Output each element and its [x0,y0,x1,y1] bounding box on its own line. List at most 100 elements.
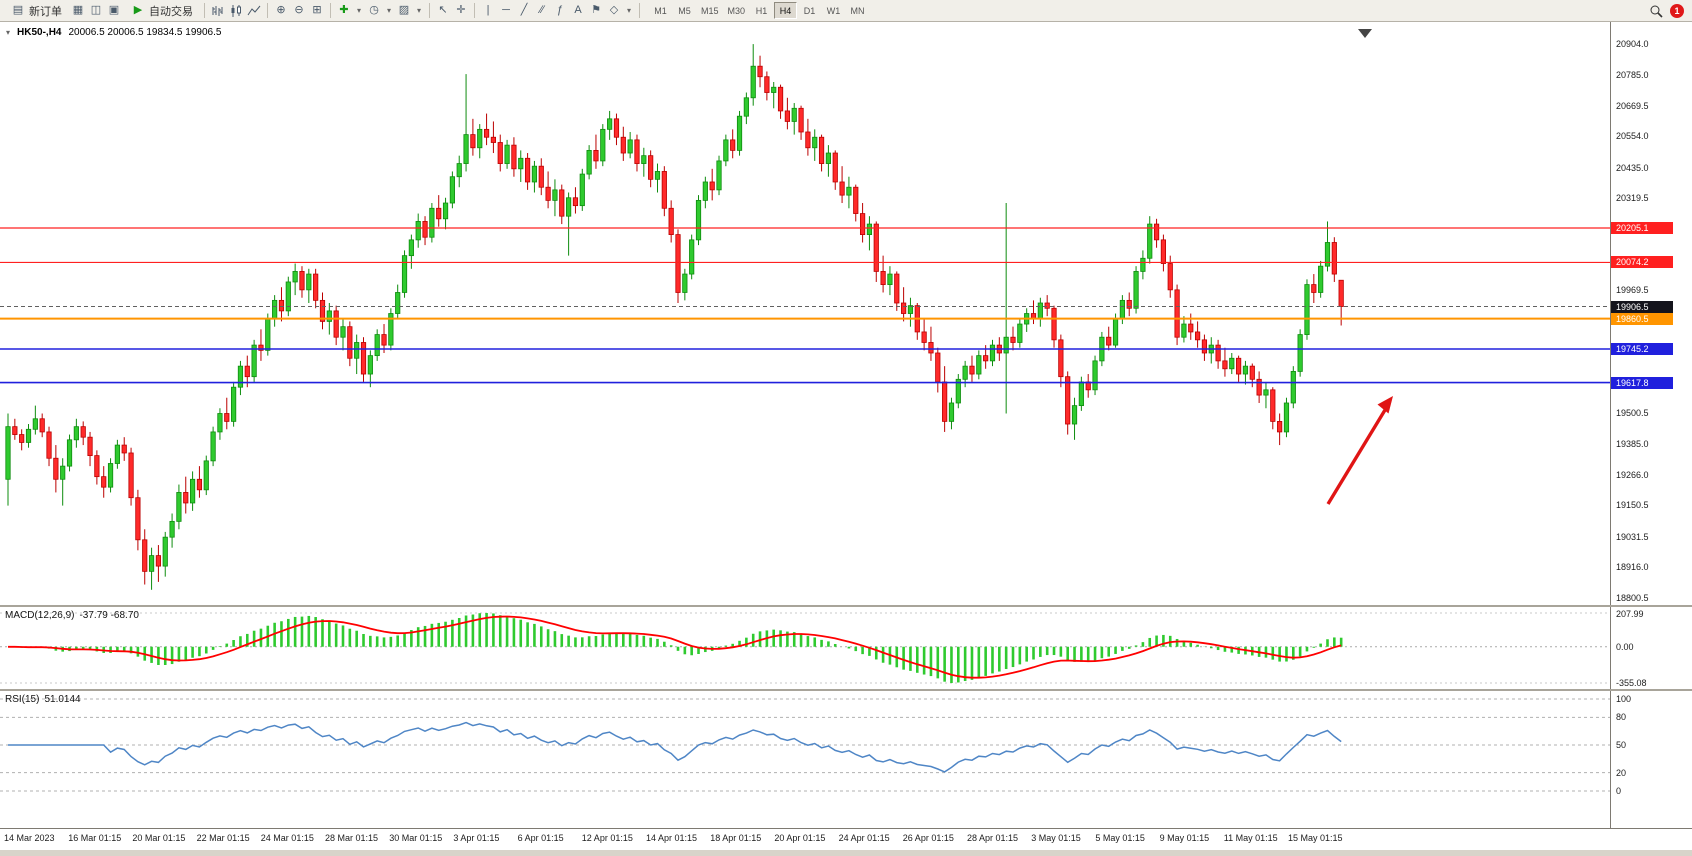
macd-values: -37.79 -68.70 [79,610,139,621]
timeframe-button-mn[interactable]: MN [850,5,865,16]
horizontal-line-tool-icon[interactable]: ─ [502,4,510,16]
timeframe-button-w1[interactable]: W1 [826,5,841,16]
time-label: 3 May 01:15 [1031,833,1081,843]
toolbar-right-group: 1 [1648,3,1688,18]
macd-scale-max: 207.99 [1616,609,1644,619]
price-tick: 20554.0 [1616,131,1649,142]
timeframe-button-d1[interactable]: D1 [803,5,816,16]
time-label: 18 Apr 01:15 [710,833,762,843]
price-tick: 20319.5 [1616,192,1649,203]
terminal-icon[interactable]: ▣ [108,4,120,16]
level-price-label[interactable]: 19617.8 [1611,376,1673,389]
price-tick: 20435.0 [1616,162,1649,173]
shapes-dropdown-icon[interactable]: ▾ [626,6,631,15]
timeframe-button-m30[interactable]: M30 [727,5,746,16]
timeframe-button-m5[interactable]: M5 [678,5,691,16]
toolbar-separator [267,3,268,18]
new-order-label: 新订单 [29,5,62,18]
navigator-icon[interactable]: ◫ [90,4,102,16]
templates-dropdown-icon[interactable]: ▾ [416,6,421,15]
time-label: 14 Apr 01:15 [646,833,698,843]
bar-chart-icon[interactable] [210,3,226,18]
candlestick-chart-icon[interactable] [228,3,244,18]
line-chart-icon[interactable] [246,3,262,18]
price-tick: 19385.0 [1616,438,1649,449]
time-label: 28 Mar 01:15 [325,833,379,843]
cursor-icon[interactable]: ↖ [438,4,448,16]
level-price-label[interactable]: 20074.2 [1611,256,1673,269]
templates-icon[interactable]: ▨ [398,4,410,16]
toolbar-separator [474,3,475,18]
macd-label: MACD(12,26,9) -37.79 -68.70 [5,610,139,621]
crosshair-icon[interactable]: ✛ [456,4,466,16]
indicators-icon[interactable]: ✚ [339,4,349,16]
toolbar-separator [330,3,331,18]
macd-pane[interactable] [0,607,1610,689]
vertical-line-tool-icon[interactable]: | [486,4,490,16]
pane-separator[interactable] [0,605,1692,607]
notification-badge[interactable]: 1 [1670,3,1684,18]
time-scale[interactable]: 14 Mar 2023 16 Mar 01:15 20 Mar 01:15 22 Ma… [0,828,1692,850]
toolbar-separator [639,3,640,18]
price-tick: 20785.0 [1616,70,1649,81]
zoom-in-icon[interactable]: ⊕ [276,4,286,16]
autotrade-label: 自动交易 [149,5,193,18]
price-tick: 20904.0 [1616,39,1649,50]
rsi-scale-50: 50 [1616,740,1627,750]
time-label: 22 Mar 01:15 [196,833,250,843]
macd-name: MACD(12,26,9) [5,610,75,621]
indicators-dropdown-icon[interactable]: ▾ [356,6,361,15]
market-watch-icon[interactable]: ▦ [72,4,84,16]
rsi-scale-0: 0 [1616,786,1622,796]
timeframe-button-m15[interactable]: M15 [701,5,719,16]
periods-icon[interactable]: ◷ [369,4,379,16]
level-price-label[interactable]: 20205.1 [1611,221,1673,234]
trend-arrow-annotation [1326,396,1393,505]
price-scale[interactable]: 20904.0 20785.0 20669.5 20554.0 20435.0 20319… [1610,22,1692,828]
search-icon[interactable] [1648,3,1664,18]
main-chart-pane[interactable] [0,22,1610,605]
periods-dropdown-icon[interactable]: ▾ [386,6,391,15]
timeframe-toolbar: M1 M5 M15 M30 H1 H4 D1 W1 MN [649,2,869,19]
timeframe-button-m1[interactable]: M1 [654,5,667,16]
horizontal-level-lines [0,227,1610,384]
text-label-tool-icon[interactable]: ⚑ [591,4,601,16]
trendline-tool-icon[interactable]: ╱ [520,4,528,16]
time-label: 6 Apr 01:15 [517,833,564,843]
rsi-label: RSI(15) 51.0144 [5,694,81,705]
timeframe-button-h1[interactable]: H1 [755,5,768,16]
time-label: 3 Apr 01:15 [453,833,500,843]
fibonacci-tool-icon[interactable]: ƒ [556,4,564,16]
autotrade-play-icon: ▶ [133,4,143,16]
toolbar-separator [429,3,430,18]
rsi-scale-80: 80 [1616,712,1627,723]
price-tick: 18916.0 [1616,562,1649,573]
macd-signal-line [8,615,1342,679]
text-tool-icon[interactable]: A [574,4,582,16]
toolbar-separator [204,3,205,18]
price-tick: 19266.0 [1616,470,1649,481]
time-label: 30 Mar 01:15 [389,833,443,843]
timeframe-button-h4[interactable]: H4 [774,2,798,19]
rsi-scale-20: 20 [1616,767,1627,778]
tile-windows-icon[interactable]: ⊞ [312,4,322,16]
pane-separator[interactable] [0,689,1692,691]
time-label: 28 Apr 01:15 [967,833,1019,843]
shapes-tool-icon[interactable]: ◇ [609,4,619,16]
price-tick: 19500.5 [1616,408,1649,419]
chart-window: ▾ HK50-,H4 20006.5 20006.5 19834.5 19906… [0,22,1692,856]
time-label: 20 Mar 01:15 [132,833,186,843]
chart-ohlc-values: 20006.5 20006.5 19834.5 19906.5 [68,27,222,38]
time-label: 15 May 01:15 [1288,833,1343,843]
new-order-button[interactable]: ▤ 新订单 [4,2,68,20]
level-price-label[interactable]: 19860.5 [1611,312,1673,325]
current-price-label[interactable]: 19906.5 [1611,300,1673,313]
level-price-label[interactable]: 19745.2 [1611,342,1673,355]
chart-menu-icon[interactable]: ▾ [6,28,11,37]
autotrade-button[interactable]: ▶ 自动交易 [124,2,199,20]
macd-scale-zero: 0.00 [1616,641,1634,652]
rsi-pane[interactable] [0,691,1610,828]
zoom-out-icon[interactable]: ⊖ [294,4,304,16]
price-tick: 19150.5 [1616,500,1649,511]
channel-tool-icon[interactable]: ∕∕ [540,4,544,16]
